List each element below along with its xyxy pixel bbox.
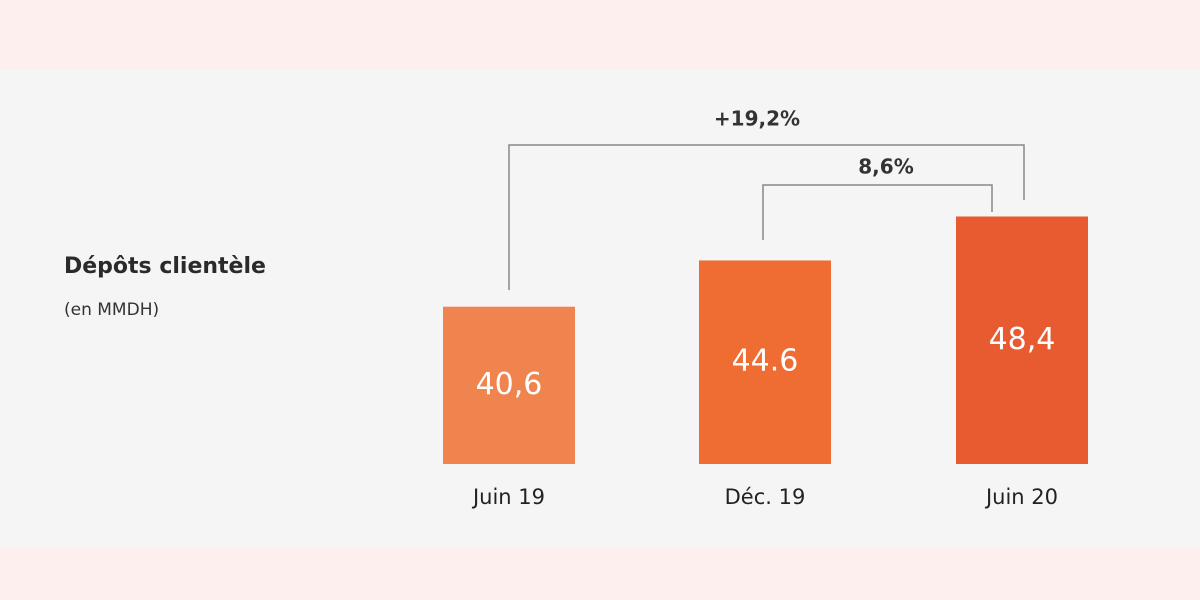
chart-title: Dépôts clientèle [64, 254, 266, 279]
bar [699, 260, 831, 464]
x-tick-label: Juin 20 [984, 485, 1058, 509]
value-label: 40,6 [476, 367, 543, 402]
bar [956, 216, 1088, 464]
annotation: 8,6% [858, 155, 913, 179]
value-label: 48,4 [989, 322, 1056, 357]
annotation: +19,2% [714, 107, 800, 131]
chart-subtitle: (en MMDH) [64, 300, 159, 320]
x-tick-label: Juin 19 [471, 485, 545, 509]
x-tick-label: Déc. 19 [725, 485, 806, 509]
bracket [762, 184, 993, 240]
value-label: 44.6 [732, 344, 799, 379]
bracket [508, 144, 1025, 290]
bar [443, 306, 575, 464]
